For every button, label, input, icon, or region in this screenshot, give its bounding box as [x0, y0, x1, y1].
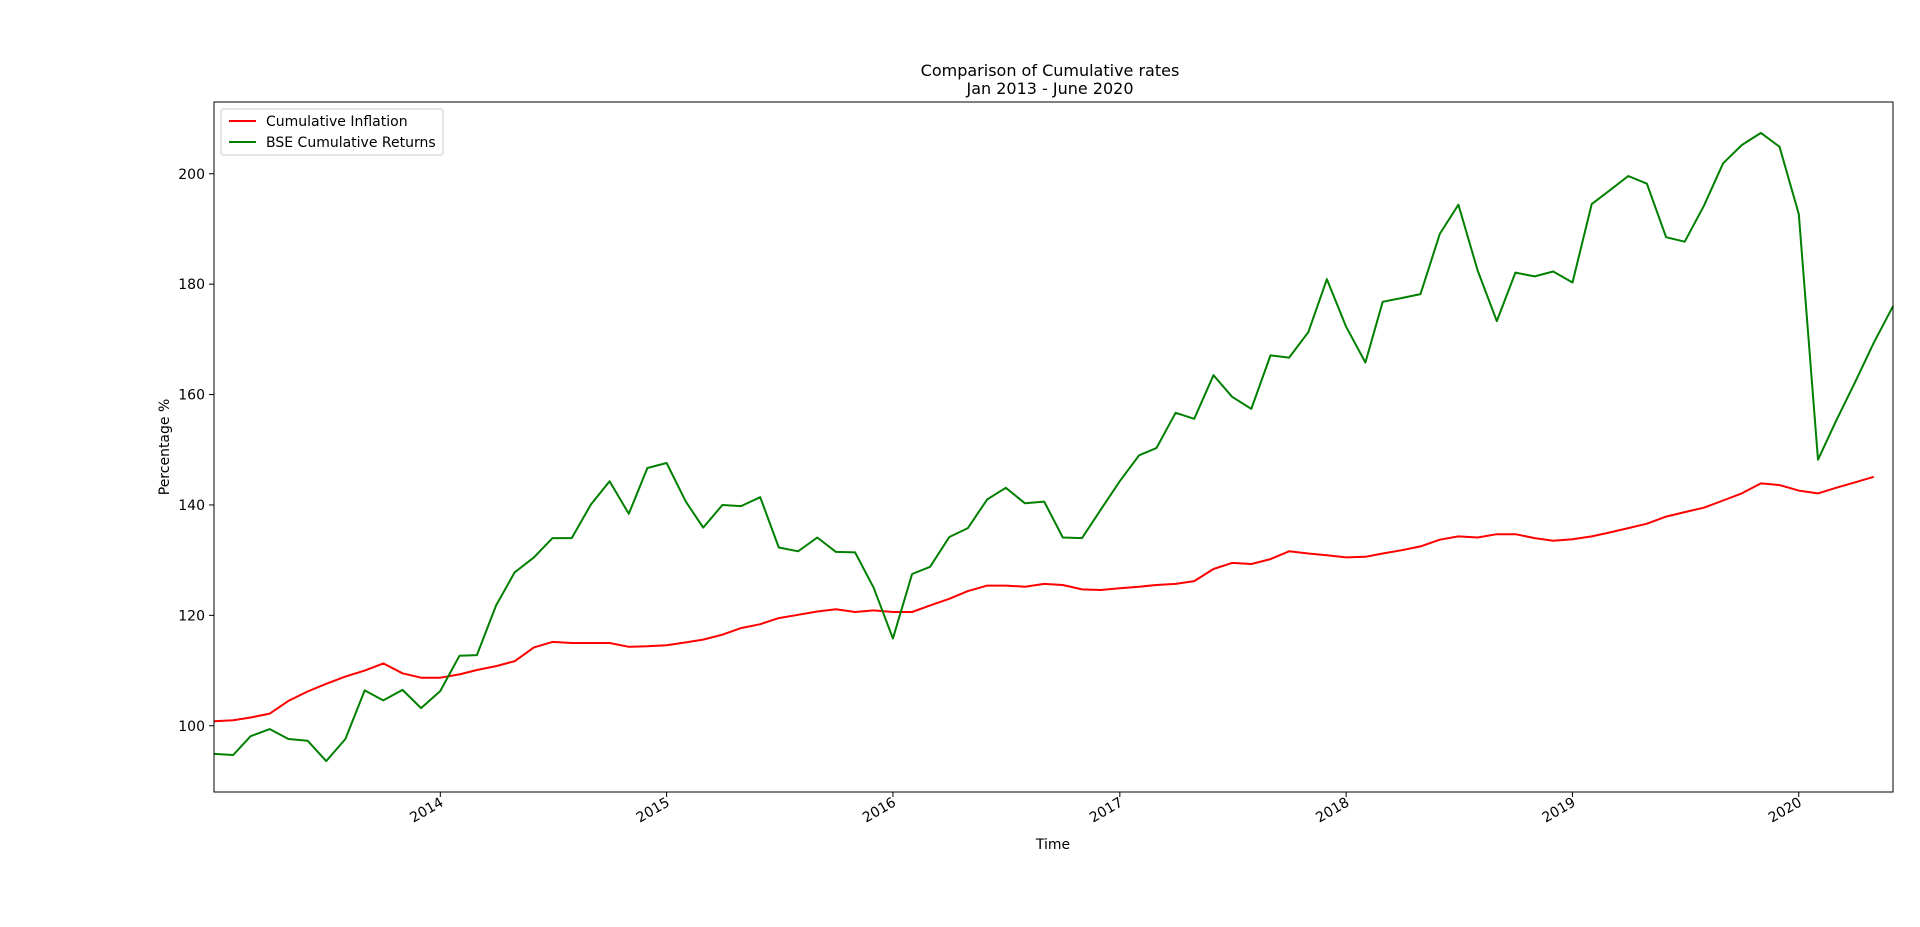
legend: Cumulative Inflation BSE Cumulative Retu… — [220, 108, 444, 156]
chart-subtitle: Jan 2013 - June 2020 — [965, 79, 1133, 98]
y-tick-label: 160 — [178, 388, 205, 404]
legend-label-bse: BSE Cumulative Returns — [266, 135, 436, 151]
y-tick-label: 180 — [178, 277, 205, 293]
y-tick-label: 200 — [178, 167, 205, 183]
x-axis-label: Time — [1035, 837, 1070, 853]
y-tick-label: 140 — [178, 498, 205, 514]
series-layer — [213, 131, 1894, 763]
x-tick-label: 2016 — [860, 795, 899, 827]
plot-area — [213, 101, 1894, 793]
series-line-inflation — [213, 475, 1875, 723]
x-tick-label: 2015 — [634, 795, 673, 827]
series-line-bse — [213, 131, 1894, 763]
x-tick-label: 2017 — [1087, 795, 1126, 827]
x-tick-label: 2018 — [1313, 795, 1352, 827]
x-tick-label: 2020 — [1766, 795, 1805, 827]
legend-label-inflation: Cumulative Inflation — [266, 114, 408, 130]
x-tick-label: 2014 — [407, 795, 446, 827]
legend-box — [220, 108, 444, 156]
y-tick-label: 100 — [178, 719, 205, 735]
y-tick-label: 120 — [178, 608, 205, 624]
y-axis-label: Percentage % — [157, 399, 173, 496]
chart-title: Comparison of Cumulative rates — [921, 61, 1180, 80]
x-tick-label: 2019 — [1540, 795, 1579, 827]
